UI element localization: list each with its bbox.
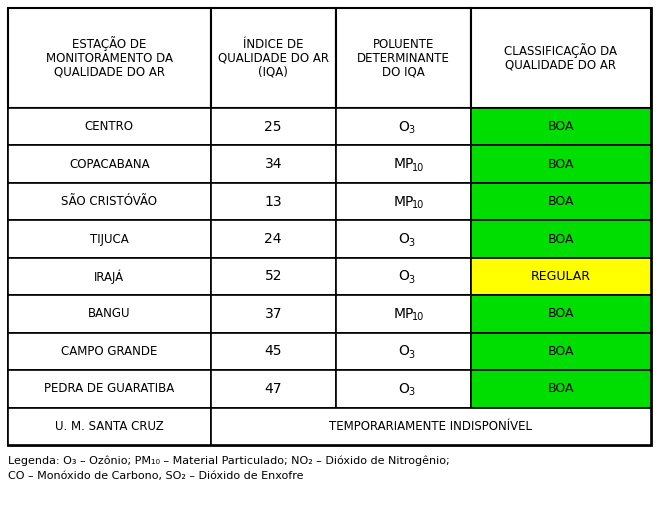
- Bar: [8, 183, 210, 220]
- Text: BOA: BOA: [548, 120, 574, 133]
- Text: CAMPO GRANDE: CAMPO GRANDE: [61, 345, 158, 358]
- Text: TIJUCA: TIJUCA: [90, 233, 129, 246]
- Bar: [471, 220, 651, 258]
- Bar: [471, 183, 651, 220]
- Text: 3: 3: [408, 387, 415, 397]
- Bar: [8, 8, 651, 445]
- Text: MP: MP: [393, 307, 414, 321]
- Text: CENTRO: CENTRO: [85, 120, 134, 133]
- Bar: [210, 295, 336, 333]
- Text: 25: 25: [264, 119, 282, 134]
- Bar: [210, 183, 336, 220]
- Text: ESTAÇÃO DE: ESTAÇÃO DE: [72, 37, 146, 51]
- Text: O: O: [398, 119, 409, 134]
- Bar: [8, 8, 210, 108]
- Text: 10: 10: [412, 200, 424, 210]
- Text: COPACABANA: COPACABANA: [69, 158, 150, 171]
- Bar: [471, 108, 651, 146]
- Bar: [471, 370, 651, 408]
- Bar: [336, 108, 471, 146]
- Bar: [471, 146, 651, 183]
- Bar: [8, 295, 210, 333]
- Bar: [471, 258, 651, 295]
- Bar: [471, 295, 651, 333]
- Text: BOA: BOA: [548, 308, 574, 321]
- Text: 37: 37: [264, 307, 282, 321]
- Text: 3: 3: [408, 237, 415, 247]
- Bar: [210, 408, 651, 445]
- Text: CO – Monóxido de Carbono, SO₂ – Dióxido de Enxofre: CO – Monóxido de Carbono, SO₂ – Dióxido …: [8, 471, 304, 481]
- Text: MP: MP: [393, 194, 414, 209]
- Bar: [336, 8, 471, 108]
- Text: O: O: [398, 344, 409, 358]
- Text: O: O: [398, 269, 409, 283]
- Text: ÍNDICE DE: ÍNDICE DE: [243, 38, 304, 50]
- Bar: [336, 333, 471, 370]
- Text: 47: 47: [264, 382, 282, 396]
- Text: PEDRA DE GUARATIBA: PEDRA DE GUARATIBA: [44, 383, 175, 395]
- Text: QUALIDADE DO AR: QUALIDADE DO AR: [54, 66, 165, 79]
- Bar: [336, 183, 471, 220]
- Bar: [8, 408, 210, 445]
- Bar: [210, 258, 336, 295]
- Text: 10: 10: [412, 312, 424, 322]
- Bar: [8, 370, 210, 408]
- Bar: [471, 333, 651, 370]
- Text: MONITORAMENTO DA: MONITORAMENTO DA: [45, 51, 173, 64]
- Text: CLASSIFICAÇÃO DA: CLASSIFICAÇÃO DA: [505, 43, 617, 59]
- Text: O: O: [398, 382, 409, 396]
- Text: 34: 34: [264, 157, 282, 171]
- Text: BOA: BOA: [548, 195, 574, 208]
- Text: 13: 13: [264, 194, 282, 209]
- Bar: [210, 370, 336, 408]
- Text: REGULAR: REGULAR: [531, 270, 591, 283]
- Text: 3: 3: [408, 350, 415, 360]
- Text: 24: 24: [264, 232, 282, 246]
- Text: TEMPORARIAMENTE INDISPONÍVEL: TEMPORARIAMENTE INDISPONÍVEL: [330, 420, 532, 433]
- Text: DETERMINANTE: DETERMINANTE: [357, 51, 450, 64]
- Text: BOA: BOA: [548, 158, 574, 171]
- Text: (IQA): (IQA): [258, 66, 288, 79]
- Text: Legenda: O₃ – Ozônio; PM₁₀ – Material Particulado; NO₂ – Dióxido de Nitrogênio;: Legenda: O₃ – Ozônio; PM₁₀ – Material Pa…: [8, 455, 449, 465]
- Bar: [210, 146, 336, 183]
- Bar: [471, 8, 651, 108]
- Text: O: O: [398, 232, 409, 246]
- Bar: [8, 146, 210, 183]
- Text: BOA: BOA: [548, 345, 574, 358]
- Text: U. M. SANTA CRUZ: U. M. SANTA CRUZ: [55, 420, 163, 433]
- Text: BANGU: BANGU: [88, 308, 130, 321]
- Bar: [210, 108, 336, 146]
- Text: BOA: BOA: [548, 233, 574, 246]
- Text: 3: 3: [408, 275, 415, 285]
- Text: QUALIDADE DO AR: QUALIDADE DO AR: [505, 59, 616, 71]
- Bar: [8, 258, 210, 295]
- Bar: [336, 220, 471, 258]
- Bar: [336, 295, 471, 333]
- Bar: [336, 258, 471, 295]
- Text: POLUENTE: POLUENTE: [373, 38, 434, 50]
- Bar: [8, 220, 210, 258]
- Bar: [8, 333, 210, 370]
- Text: QUALIDADE DO AR: QUALIDADE DO AR: [217, 51, 329, 64]
- Bar: [210, 220, 336, 258]
- Bar: [210, 8, 336, 108]
- Bar: [210, 333, 336, 370]
- Text: MP: MP: [393, 157, 414, 171]
- Text: 3: 3: [408, 125, 415, 135]
- Text: SÃO CRISTÓVÃO: SÃO CRISTÓVÃO: [61, 195, 158, 208]
- Text: BOA: BOA: [548, 383, 574, 395]
- Text: IRAJÁ: IRAJÁ: [94, 269, 125, 284]
- Text: 45: 45: [264, 344, 282, 358]
- Text: 52: 52: [264, 269, 282, 283]
- Text: 10: 10: [412, 162, 424, 173]
- Text: DO IQA: DO IQA: [382, 66, 425, 79]
- Bar: [336, 146, 471, 183]
- Bar: [336, 370, 471, 408]
- Bar: [8, 108, 210, 146]
